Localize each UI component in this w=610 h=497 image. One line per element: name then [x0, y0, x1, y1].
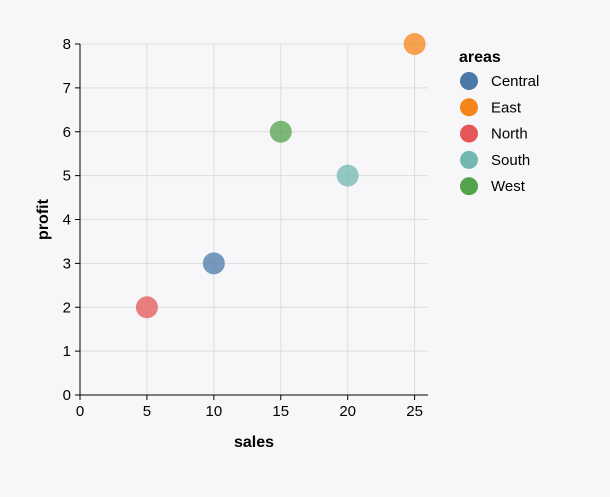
- x-axis-title: sales: [234, 434, 274, 451]
- grid-lines: [79, 43, 428, 396]
- y-tick-label: 2: [63, 299, 71, 316]
- legend-swatch-east: [460, 98, 478, 117]
- y-tick-label: 0: [63, 387, 71, 404]
- legend-label-west: West: [491, 178, 526, 195]
- data-point-south[interactable]: [336, 164, 359, 187]
- y-axis-title: profit: [35, 198, 52, 240]
- x-tick-label: 25: [406, 403, 423, 420]
- legend-label-east: East: [491, 99, 522, 116]
- data-points: [135, 33, 426, 319]
- legend-entries: Central East North South West: [460, 72, 539, 196]
- legend-swatch-west: [460, 177, 478, 196]
- data-point-west[interactable]: [269, 120, 292, 143]
- x-tick-label: 15: [272, 403, 289, 420]
- data-point-east[interactable]: [403, 33, 426, 55]
- x-tick-label: 10: [206, 403, 223, 420]
- y-tick-label: 6: [63, 124, 71, 141]
- legend-title: areas: [459, 49, 501, 66]
- y-tick-label: 7: [63, 80, 71, 97]
- legend-label-south: South: [491, 152, 530, 169]
- legend: areas Central East North South West: [459, 49, 539, 196]
- axes: 0 5 10 15 20 25 0 1 2 3 4 5 6 7 8: [63, 36, 428, 420]
- y-tick-label: 4: [63, 212, 71, 229]
- legend-label-central: Central: [491, 73, 539, 90]
- data-point-central[interactable]: [202, 252, 225, 275]
- legend-swatch-south: [460, 150, 478, 169]
- x-tick-label: 20: [339, 403, 356, 420]
- y-axis-ticks: 0 1 2 3 4 5 6 7 8: [63, 36, 80, 404]
- legend-swatch-north: [460, 124, 478, 143]
- x-tick-label: 5: [143, 403, 151, 420]
- legend-swatch-central: [460, 72, 478, 90]
- y-tick-label: 3: [63, 255, 71, 272]
- y-tick-label: 8: [63, 36, 71, 53]
- y-tick-label: 1: [63, 343, 71, 360]
- x-axis-ticks: 0 5 10 15 20 25: [76, 395, 423, 420]
- y-tick-label: 5: [63, 168, 71, 185]
- x-tick-label: 0: [76, 403, 84, 420]
- legend-label-north: North: [491, 126, 528, 143]
- data-point-north[interactable]: [135, 296, 158, 319]
